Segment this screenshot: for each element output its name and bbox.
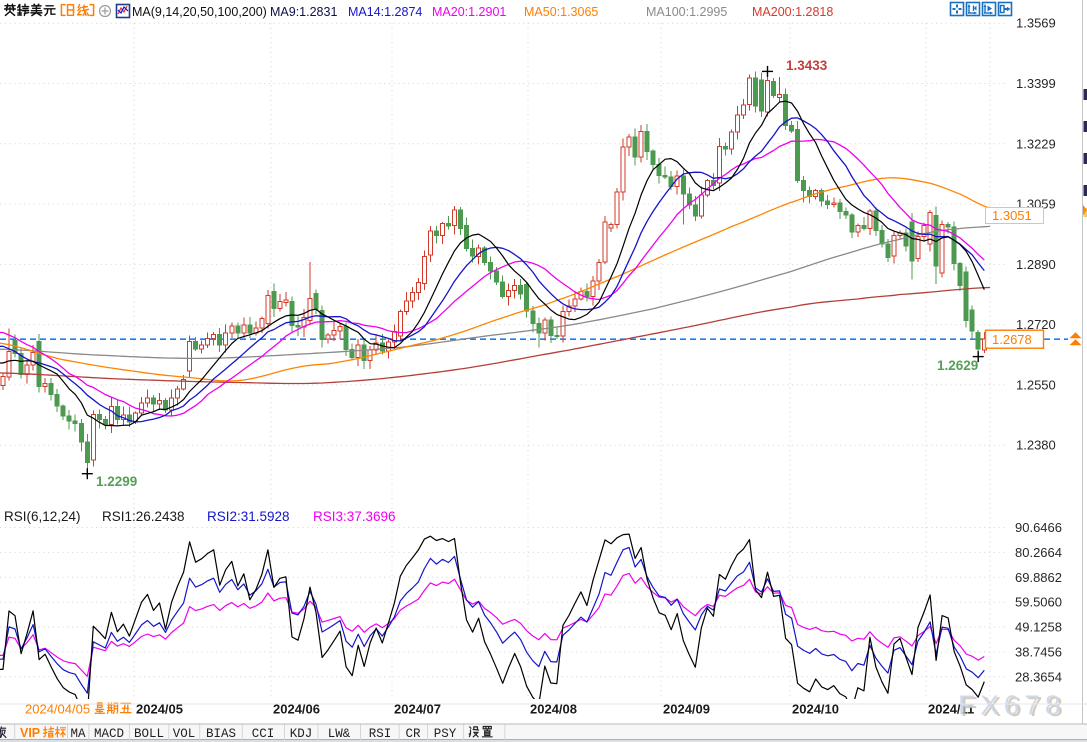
- svg-text:2024/04/05: 2024/04/05: [25, 702, 90, 717]
- svg-text:RSI1:26.2438: RSI1:26.2438: [102, 509, 185, 524]
- svg-text:49.1258: 49.1258: [1015, 620, 1062, 635]
- svg-text:RSI3:37.3696: RSI3:37.3696: [313, 509, 396, 524]
- svg-text:69.8862: 69.8862: [1015, 570, 1062, 585]
- svg-text:LW&: LW&: [328, 727, 351, 741]
- svg-text:1.2299: 1.2299: [96, 474, 137, 489]
- svg-text:1.3051: 1.3051: [992, 208, 1032, 223]
- svg-text:BIAS: BIAS: [206, 727, 236, 741]
- svg-text:MA14:1.2874: MA14:1.2874: [348, 5, 422, 19]
- svg-text:RSI2:31.5928: RSI2:31.5928: [207, 509, 290, 524]
- svg-text:1.2380: 1.2380: [1016, 438, 1056, 453]
- svg-text:38.7456: 38.7456: [1015, 644, 1062, 659]
- svg-text:MACD: MACD: [94, 727, 124, 741]
- svg-text:2024/09: 2024/09: [663, 702, 710, 717]
- svg-text:1.2629: 1.2629: [937, 358, 978, 373]
- svg-text:2024/07: 2024/07: [394, 702, 441, 717]
- svg-text:MA9:1.2831: MA9:1.2831: [270, 5, 337, 19]
- svg-text:1.2890: 1.2890: [1016, 257, 1056, 272]
- svg-text:MA: MA: [70, 727, 86, 741]
- svg-text:KDJ: KDJ: [290, 727, 313, 741]
- svg-text:FX678: FX678: [958, 690, 1066, 721]
- svg-text:BOLL: BOLL: [134, 727, 164, 741]
- svg-text:2024/10: 2024/10: [792, 702, 839, 717]
- svg-text:1.2550: 1.2550: [1016, 377, 1056, 392]
- svg-text:MA20:1.2901: MA20:1.2901: [432, 5, 506, 19]
- svg-text:FX678: FX678: [961, 691, 1069, 722]
- svg-text:2024/06: 2024/06: [273, 702, 320, 717]
- svg-text:CCI: CCI: [252, 727, 275, 741]
- svg-text:RSI(6,12,24): RSI(6,12,24): [4, 509, 81, 524]
- svg-text:1.3399: 1.3399: [1016, 76, 1056, 91]
- svg-text:RSI: RSI: [369, 727, 392, 741]
- svg-text:2024/11: 2024/11: [928, 702, 974, 717]
- svg-text:MA100:1.2995: MA100:1.2995: [646, 5, 727, 19]
- svg-text:PSY: PSY: [434, 727, 457, 741]
- svg-text:1.3433: 1.3433: [786, 58, 828, 73]
- svg-text:2024/05: 2024/05: [136, 702, 183, 717]
- svg-text:MA50:1.3065: MA50:1.3065: [524, 5, 598, 19]
- svg-text:28.3654: 28.3654: [1015, 669, 1062, 684]
- svg-text:1.2678: 1.2678: [992, 332, 1032, 347]
- svg-text:1.3229: 1.3229: [1016, 136, 1056, 151]
- svg-text:1.3569: 1.3569: [1016, 16, 1056, 31]
- svg-text:VOL: VOL: [173, 727, 196, 741]
- svg-text:VIP: VIP: [20, 726, 40, 740]
- svg-text:80.2664: 80.2664: [1015, 545, 1062, 560]
- svg-text:90.6466: 90.6466: [1015, 520, 1062, 535]
- svg-text:MA(9,14,20,50,100,200): MA(9,14,20,50,100,200): [132, 5, 267, 19]
- svg-text:2024/08: 2024/08: [530, 702, 577, 717]
- svg-text:1.2720: 1.2720: [1016, 317, 1056, 332]
- svg-text:59.5060: 59.5060: [1015, 595, 1062, 610]
- svg-text:CR: CR: [405, 727, 421, 741]
- svg-text:MA200:1.2818: MA200:1.2818: [752, 5, 833, 19]
